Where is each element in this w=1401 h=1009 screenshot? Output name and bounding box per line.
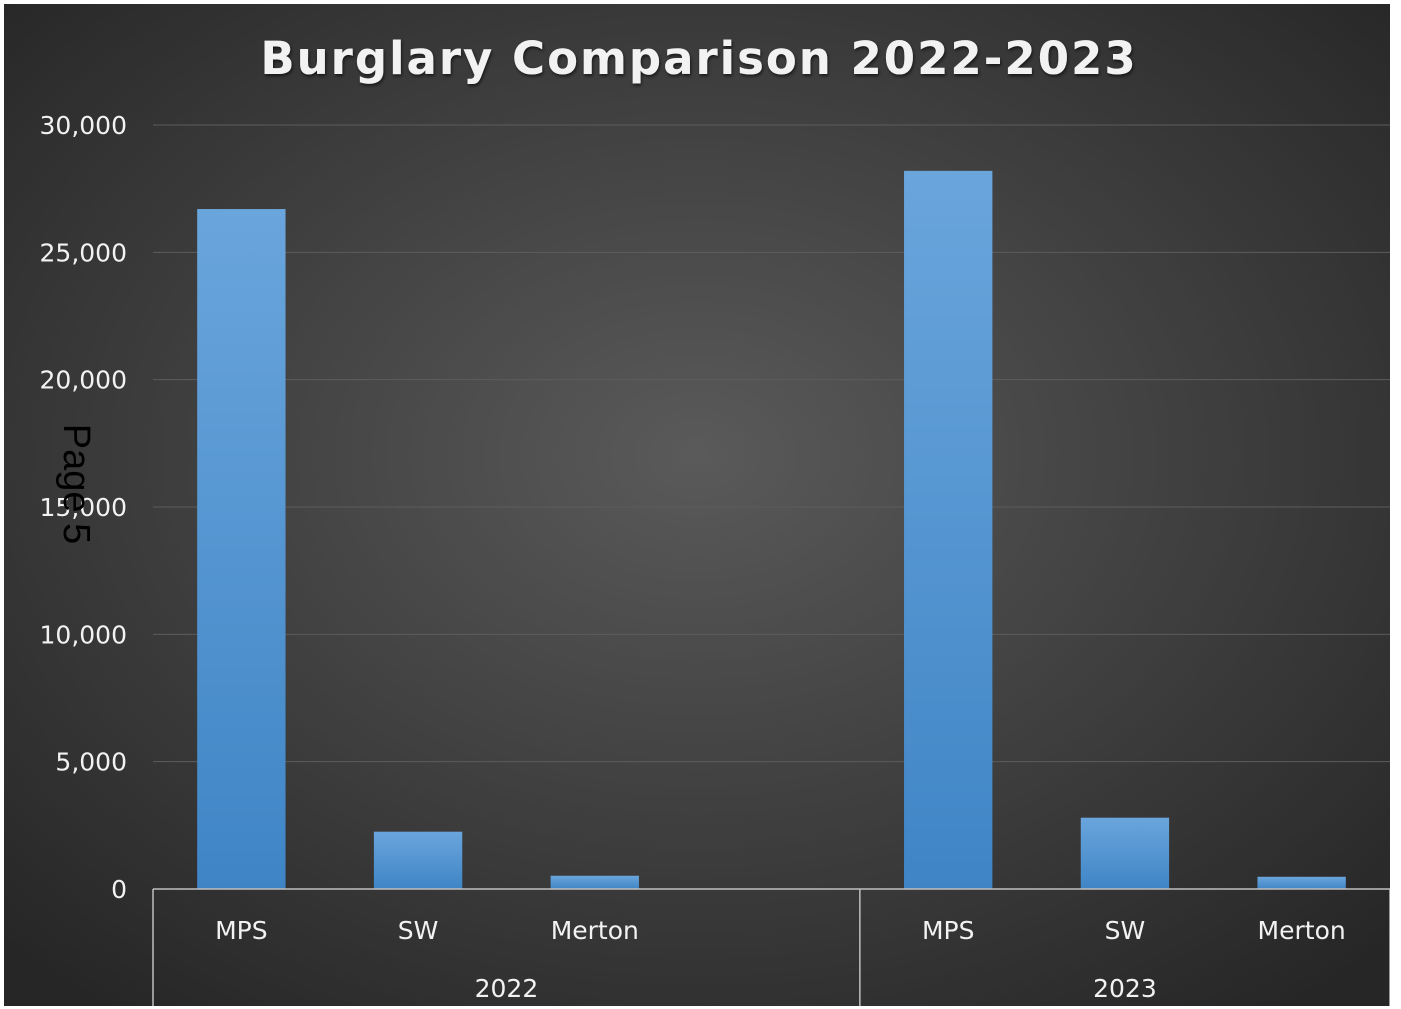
group-label: 2022 [475,974,539,1003]
bar [197,209,286,890]
x-tick-label: SW [398,916,439,945]
x-axis-category-labels: MPS SW Merton MPS SW Merton 2022 2023 [215,916,1346,1003]
bars [197,170,1346,890]
x-tick-label: MPS [215,916,268,945]
y-tick-label: 20,000 [40,366,127,395]
x-tick-label: SW [1105,916,1146,945]
y-tick-label: 25,000 [40,238,127,267]
bar-chart: Burglary Comparison 2022-2023 0 5,000 10,0… [4,4,1390,1006]
group-label: 2023 [1093,974,1157,1003]
y-tick-label: 10,000 [40,620,127,649]
y-axis-tick-labels: 0 5,000 10,000 15,000 20,000 25,000 30,000 [40,111,127,904]
bar [904,170,993,890]
bar [1080,817,1170,889]
x-tick-label: MPS [922,916,975,945]
y-tick-label: 30,000 [40,111,127,140]
bar [1257,876,1346,889]
bar [550,875,639,889]
bar [373,831,463,889]
x-axis [152,888,1390,1006]
gridlines [153,124,1390,763]
x-tick-label: Merton [1258,916,1346,945]
chart-frame: Burglary Comparison 2022-2023 0 5,000 10,0… [4,4,1390,1006]
y-tick-label: 15,000 [40,493,127,522]
y-tick-label: 0 [111,875,127,904]
page-number-stamp: Page 5 [55,423,97,545]
y-tick-label: 5,000 [55,748,127,777]
x-tick-label: Merton [551,916,639,945]
chart-title: Burglary Comparison 2022-2023 [260,32,1137,85]
